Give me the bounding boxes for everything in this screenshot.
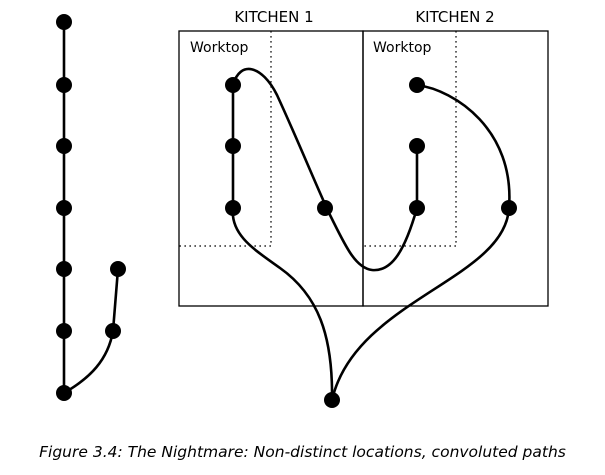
- kitchen-1-node: [225, 138, 241, 154]
- left-chain-node: [56, 200, 72, 216]
- kitchen-1-node: [225, 200, 241, 216]
- side-branch-node: [105, 323, 121, 339]
- kitchen-2-node: [501, 200, 517, 216]
- figure-caption: Figure 3.4: The Nightmare: Non-distinct …: [39, 443, 566, 461]
- kitchen-1-worktop-outline: [179, 31, 272, 247]
- worktop-areas: [179, 31, 457, 247]
- kitchen-2-node: [409, 77, 425, 93]
- kitchen-2-arc-path: [415, 83, 511, 210]
- paths: [62, 20, 511, 402]
- left-chain-node: [56, 77, 72, 93]
- nightmare-diagram: KITCHEN 1 KITCHEN 2 Worktop Worktop: [56, 8, 549, 408]
- kitchen-1-node: [225, 77, 241, 93]
- left-chain-node: [56, 138, 72, 154]
- left-chain-node: [56, 385, 72, 401]
- kitchen-2-node: [409, 138, 425, 154]
- kitchen-1-node: [317, 200, 333, 216]
- side-branch-node: [110, 261, 126, 277]
- bottom-left-path: [231, 206, 334, 402]
- kitchen-2-node: [409, 200, 425, 216]
- kitchen-1-worktop-label: Worktop: [190, 40, 249, 56]
- kitchen-2-title: KITCHEN 2: [415, 8, 494, 26]
- left-chain-node: [56, 261, 72, 277]
- convoluted-path: [231, 67, 419, 272]
- kitchen-rooms: [178, 30, 549, 307]
- left-chain-node: [56, 14, 72, 30]
- left-chain-node: [56, 323, 72, 339]
- bottom-right-path: [330, 206, 511, 402]
- nodes: [56, 14, 517, 408]
- bottom-node: [324, 392, 340, 408]
- kitchen-2-worktop-outline: [363, 31, 457, 247]
- kitchen-2-worktop-label: Worktop: [373, 40, 432, 56]
- kitchen-1-title: KITCHEN 1: [234, 8, 313, 26]
